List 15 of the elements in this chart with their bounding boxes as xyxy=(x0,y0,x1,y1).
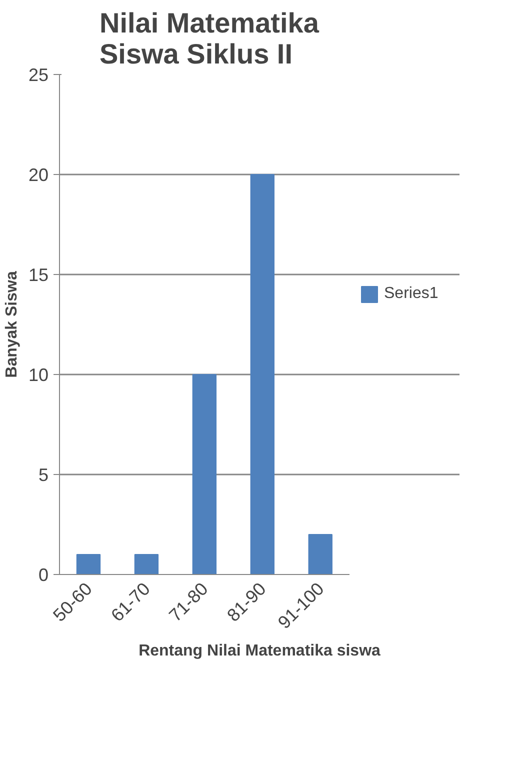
y-tick-label: 5 xyxy=(38,465,49,485)
bar xyxy=(308,534,332,574)
bar xyxy=(250,174,274,574)
y-axis-title: Banyak Siswa xyxy=(3,271,20,378)
legend-label: Series1 xyxy=(384,285,438,303)
bar xyxy=(134,554,159,574)
bar xyxy=(76,554,101,574)
y-tick-label: 25 xyxy=(28,65,49,85)
bar xyxy=(192,374,217,574)
x-axis-title: Rentang Nilai Matematika siswa xyxy=(138,642,381,660)
y-tick-label: 0 xyxy=(38,565,49,585)
y-tick-label: 20 xyxy=(28,165,49,185)
chart-title: Nilai Matematika Siswa Siklus II xyxy=(100,8,320,70)
y-tick-label: 15 xyxy=(28,265,49,285)
y-tick-label: 10 xyxy=(28,365,49,385)
